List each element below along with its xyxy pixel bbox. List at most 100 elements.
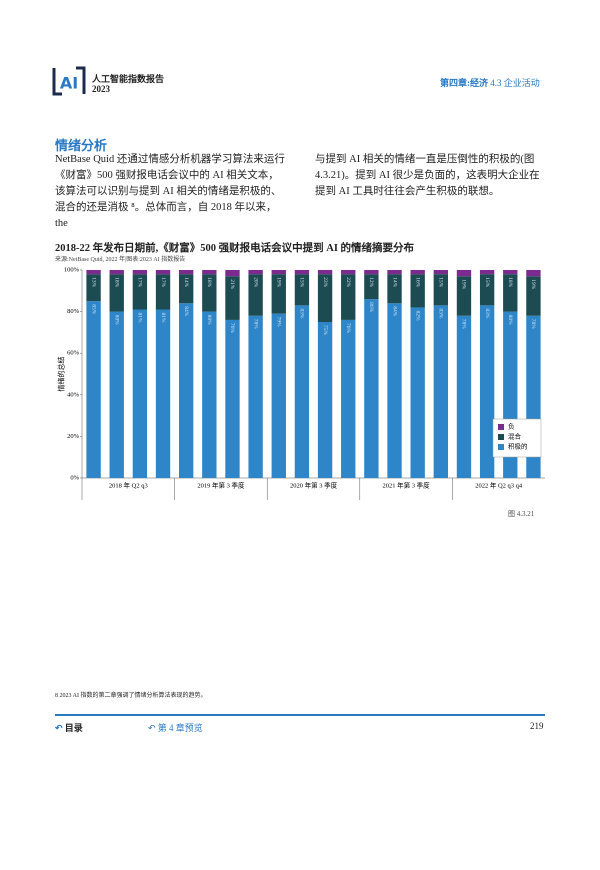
y-tick-label: 80% [67, 308, 80, 315]
preview-text[interactable]: 第 4 章预览 [157, 723, 203, 733]
y-tick-label: 40% [67, 391, 80, 398]
section-title: 情绪分析 [55, 138, 108, 153]
value-label: 82% [414, 310, 420, 321]
bar-segment [202, 270, 217, 275]
value-label: 21% [229, 279, 235, 290]
bar-segment [178, 274, 194, 304]
y-tick-label: 0% [70, 474, 79, 481]
x-group-label: 2022 年 Q2 q3 q4 [475, 480, 523, 489]
bar-segment [248, 274, 263, 316]
value-label: 23% [322, 277, 328, 288]
bar-segment [271, 270, 286, 275]
bar-segment [503, 274, 518, 312]
bar-segment [479, 305, 495, 478]
footer-rule [55, 714, 545, 716]
chart-title: 2018-22 年发布日期前,《财富》500 强财报电话会议中提到 AI 的情绪… [55, 243, 415, 254]
bar-segment [433, 274, 449, 306]
value-label: 83% [484, 308, 490, 319]
paragraph: NetBase Quid 还通过情感分析机器学习算法来运行《财富》500 强财报… [55, 154, 285, 229]
bar-segment [526, 276, 541, 316]
logo: AI [52, 66, 86, 96]
y-axis-label: 情绪的总结 [57, 357, 66, 392]
bar-segment [433, 270, 449, 275]
value-label: 20% [252, 277, 258, 288]
bar-segment [109, 270, 124, 275]
x-group-label: 2020 年第 3 季度 [290, 480, 338, 489]
value-label: 22% [345, 277, 351, 288]
value-label: 19% [530, 279, 536, 290]
value-label: 81% [160, 313, 166, 324]
toc-link[interactable]: ↶ 目录 [55, 723, 83, 733]
y-tick-label: 20% [67, 433, 80, 440]
bar-segment [294, 305, 310, 478]
bar-segment [526, 270, 541, 277]
value-label: 86% [368, 302, 374, 313]
value-label: 80% [206, 315, 212, 326]
bar-segment [155, 309, 171, 478]
value-label: 85% [90, 304, 96, 315]
bar-segment [155, 274, 171, 310]
chart: 0% 20% 40% 60% 80% 100% 情绪的总结 85% 13% 80% 18% 81% 17… [57, 266, 545, 500]
value-label: 83% [299, 308, 305, 319]
toc-text[interactable]: 目录 [64, 723, 83, 733]
bar-segment [456, 270, 472, 277]
bar-segment [202, 274, 217, 312]
svg-text:AI: AI [60, 74, 78, 93]
bar-segment [248, 270, 263, 275]
value-label: 14% [391, 277, 397, 288]
bar-segment [271, 313, 286, 478]
value-label: 19% [276, 277, 282, 288]
bar-segment [317, 274, 333, 322]
chapter-name: 第四章:经济 [440, 78, 488, 88]
bar-segment [341, 274, 356, 320]
bar-segment [271, 274, 286, 314]
value-label: 78% [461, 319, 467, 330]
bar-segment [317, 322, 333, 478]
value-label: 15% [438, 277, 444, 288]
x-group-label: 2019 年第 3 季度 [197, 480, 245, 489]
value-label: 16% [414, 277, 420, 288]
legend-label: 混合 [508, 431, 522, 440]
bar-segment [364, 270, 379, 275]
figure-label: 图 4.3.21 [508, 510, 535, 518]
value-label: 80% [113, 315, 119, 326]
value-label: 15% [484, 277, 490, 288]
value-label: 80% [507, 315, 513, 326]
bar-segment [410, 274, 425, 308]
bar-segment [225, 276, 240, 320]
bar-segment [364, 299, 379, 478]
legend-label: 负 [508, 421, 515, 430]
value-label: 83% [438, 308, 444, 319]
value-label: 13% [90, 277, 96, 288]
value-label: 14% [183, 277, 189, 288]
value-label: 18% [507, 277, 513, 288]
legend-swatch [498, 434, 504, 440]
footnote: 8 2023 AI 指数的第二章强调了情绪分析算法表现的趋势。 [55, 693, 207, 699]
preview-link[interactable]: ↶ 第 4 章预览 [148, 723, 203, 733]
bar-segment [178, 303, 194, 478]
bar-segment [456, 276, 472, 316]
bar-segment [178, 270, 194, 275]
chapter: 第四章:经济 4.3 企业活动 [440, 76, 540, 89]
x-group-label: 2021 年第 3 季度 [383, 480, 431, 489]
report-year: 2023 [92, 84, 110, 94]
value-label: 76% [345, 323, 351, 334]
value-label: 19% [461, 279, 467, 290]
y-tick-label: 60% [67, 350, 80, 357]
legend-label: 积极的 [508, 441, 528, 450]
value-label: 17% [160, 277, 166, 288]
bar-segment [294, 274, 310, 306]
value-label: 78% [252, 319, 258, 330]
bar-segment [202, 311, 217, 478]
bar-segment [503, 270, 518, 275]
x-group-label: 2018 年 Q2 q3 [109, 480, 148, 489]
value-label: 15% [299, 277, 305, 288]
bar-segment [317, 270, 333, 275]
bar-segment [132, 274, 148, 310]
value-label: 18% [206, 277, 212, 288]
bar-segment [225, 270, 240, 277]
paragraph: 与提到 AI 相关的情绪一直是压倒性的积极的(图 4.3.21)。提到 AI 很… [315, 154, 540, 197]
value-label: 84% [391, 306, 397, 317]
bar-segment [341, 270, 356, 275]
